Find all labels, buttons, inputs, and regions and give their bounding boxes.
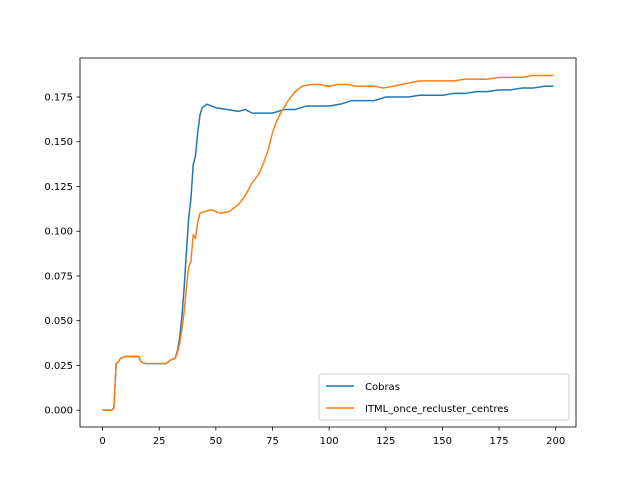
x-tick-label: 50	[209, 436, 222, 447]
y-tick-label: 0.050	[44, 316, 73, 327]
y-tick-label: 0.075	[44, 271, 73, 282]
x-tick-label: 150	[433, 436, 452, 447]
y-tick-label: 0.100	[44, 227, 73, 238]
x-tick-label: 175	[490, 436, 509, 447]
series-line-itml-once-recluster-centres	[102, 74, 554, 411]
y-tick-label: 0.125	[44, 182, 73, 193]
series-layer	[102, 74, 554, 411]
legend-label-cobras: Cobras	[365, 382, 400, 393]
ticks-layer: 0 25 50 75 100 125 150 175 200 0.000 0.025 0.050 0.0…	[44, 93, 565, 447]
y-tick-label: 0.175	[44, 93, 73, 104]
x-tick-label: 125	[376, 436, 395, 447]
legend-box	[318, 373, 570, 421]
y-tick-label: 0.025	[44, 361, 73, 372]
y-tick-label: 0.150	[44, 137, 73, 148]
y-tick-label: 0.000	[44, 406, 73, 417]
x-tick-label: 200	[546, 436, 565, 447]
x-tick-label: 100	[320, 436, 339, 447]
plot-frame	[79, 57, 577, 428]
legend-label-itml: ITML_once_recluster_centres	[365, 404, 509, 415]
x-tick-label: 0	[99, 436, 105, 447]
plot-area	[80, 58, 576, 427]
x-tick-label: 75	[266, 436, 279, 447]
x-tick-label: 25	[153, 436, 166, 447]
legend: Cobras ITML_once_recluster_centres	[318, 373, 570, 421]
